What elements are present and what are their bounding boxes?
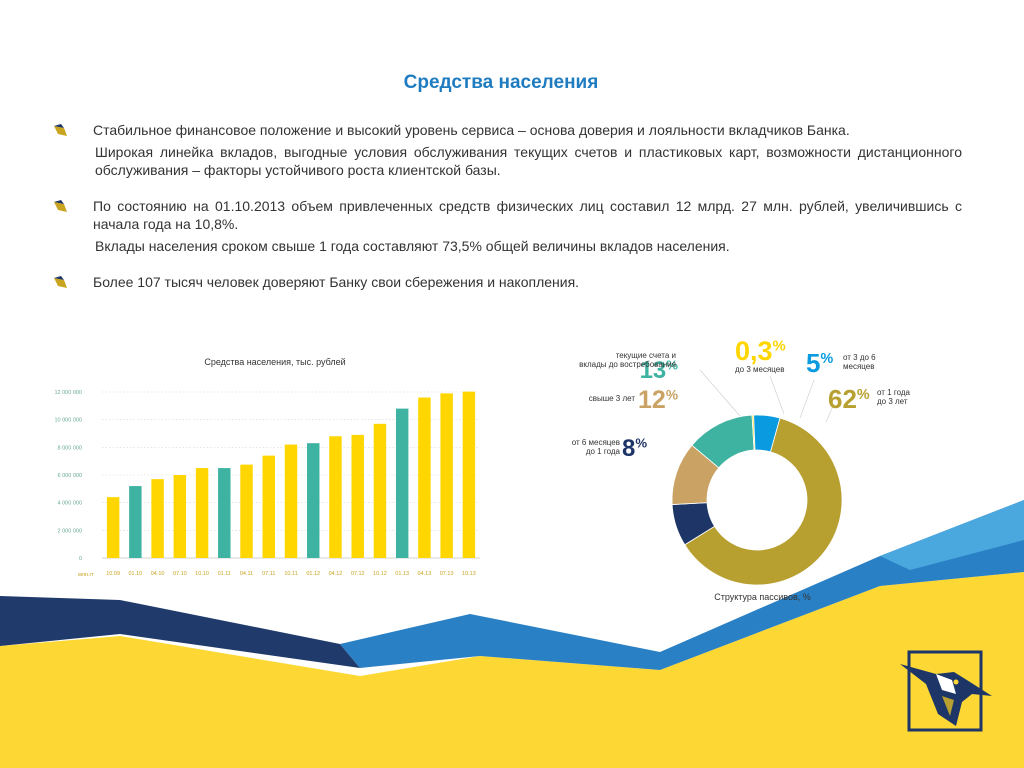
x-tick-label: 10.12 xyxy=(373,571,387,577)
x-tick-label: 10.11 xyxy=(284,571,297,577)
x-tick-label: 07.12 xyxy=(351,571,365,577)
y-tick-label: 12 000 000 xyxy=(54,390,82,396)
x-tick-label: 01.12 xyxy=(306,571,320,577)
corner-label: млн.гт xyxy=(78,572,95,578)
slice-category-label: до 3 месяцев xyxy=(735,365,784,374)
leader-line xyxy=(799,379,815,419)
bar-10.09 xyxy=(106,497,120,558)
wave-yellow xyxy=(0,572,1024,768)
bar-10.12 xyxy=(373,423,387,558)
slice-category-label: вклады до востребования xyxy=(579,360,676,369)
bar-01.10 xyxy=(129,486,142,558)
bar-07.10 xyxy=(173,475,187,558)
donut-slice-5 xyxy=(671,444,720,505)
bullet-text: По состоянию на 01.10.2013 объем привлеч… xyxy=(93,198,962,232)
bullet-continuation: Широкая линейка вкладов, выгодные услови… xyxy=(95,144,962,178)
bullet-item: Более 107 тысяч человек доверяют Банку с… xyxy=(52,273,962,291)
slice-category-label: от 1 года xyxy=(877,388,911,397)
y-tick-label: 10 000 000 xyxy=(54,418,82,424)
bar-04.11 xyxy=(240,464,253,558)
x-tick-label: 04.10 xyxy=(151,571,165,577)
bar-01.13 xyxy=(395,408,409,558)
wave-navy xyxy=(0,596,360,668)
donut-slice-3 xyxy=(684,417,843,586)
x-tick-label: 10.13 xyxy=(462,571,476,577)
bird-bullet-icon xyxy=(54,124,67,136)
slice-category-label: текущие счета и xyxy=(616,351,676,360)
bank-logo-icon xyxy=(900,650,992,732)
y-tick-label: 6 000 000 xyxy=(58,473,82,479)
bullet-item: Стабильное финансовое положение и высоки… xyxy=(52,121,962,179)
y-tick-label: 0 xyxy=(79,556,82,562)
bar-chart: 0 2 000 000 4 000 000 6 000 000 8 000 000 10 … xyxy=(54,390,480,578)
wave-blue xyxy=(340,500,1024,670)
bar-01.12 xyxy=(307,443,320,558)
slice-value-label: 62% xyxy=(828,384,870,414)
y-tick-label: 8 000 000 xyxy=(58,445,82,451)
x-tick-label: 04.12 xyxy=(329,571,343,577)
bullet-item: По состоянию на 01.10.2013 объем привлеч… xyxy=(52,197,962,255)
donut-chart-caption: Структура пассивов, % xyxy=(714,592,811,602)
leader-line xyxy=(825,403,835,423)
bar-chart-title: Средства населения, тыс. рублей xyxy=(204,357,346,367)
y-tick-label: 2 000 000 xyxy=(58,528,82,534)
x-tick-label: 07.13 xyxy=(440,571,454,577)
slice-value-label: 5% xyxy=(806,348,833,378)
x-tick-label: 10.10 xyxy=(195,571,209,577)
bullet-continuation: Вклады населения сроком свыше 1 года сос… xyxy=(95,238,730,254)
bird-bullet-icon xyxy=(54,276,67,288)
bar-07.11 xyxy=(262,455,275,558)
slice-value-label: 8% xyxy=(622,435,647,462)
bullet-text: Более 107 тысяч человек доверяют Банку с… xyxy=(93,274,580,290)
bar-10.13 xyxy=(462,391,476,558)
bullet-list: Стабильное финансовое положение и высоки… xyxy=(52,121,962,291)
slice-value-label: 12% xyxy=(638,386,678,414)
bar-07.13 xyxy=(440,393,453,558)
slice-value-label: 0,3% xyxy=(735,336,786,366)
bar-01.11 xyxy=(218,468,231,558)
bullet-text: Стабильное финансовое положение и высоки… xyxy=(93,122,850,138)
slice-category-label: от 3 до 6 xyxy=(843,353,876,362)
wave-lightblue xyxy=(880,500,1024,570)
slice-category-label: свыше 3 лет xyxy=(589,394,636,403)
bar-07.12 xyxy=(351,434,364,558)
x-tick-label: 04.11 xyxy=(240,571,253,577)
slice-category-label: месяцев xyxy=(843,362,874,371)
x-tick-label: 01.11 xyxy=(218,571,231,577)
slice-category-label: до 1 года xyxy=(586,447,621,456)
leader-line xyxy=(699,369,741,417)
bar-04.13 xyxy=(418,397,431,558)
leader-line xyxy=(769,375,785,415)
x-tick-label: 01.10 xyxy=(128,571,142,577)
bar-04.12 xyxy=(329,436,342,558)
bird-bullet-icon xyxy=(54,200,67,212)
bar-10.10 xyxy=(195,468,209,558)
bar-04.10 xyxy=(151,479,164,558)
x-tick-label: 07.10 xyxy=(173,571,187,577)
y-tick-label: 4 000 000 xyxy=(58,501,82,507)
slide-title: Средства населения xyxy=(403,72,599,93)
bar-10.11 xyxy=(284,444,298,558)
x-tick-label: 10.09 xyxy=(106,571,120,577)
x-tick-label: 04.13 xyxy=(418,571,432,577)
x-tick-label: 07.11 xyxy=(262,571,275,577)
slice-category-label: до 3 лет xyxy=(877,397,908,406)
x-tick-label: 01.13 xyxy=(395,571,409,577)
slice-category-label: от 6 месяцев xyxy=(572,438,620,447)
